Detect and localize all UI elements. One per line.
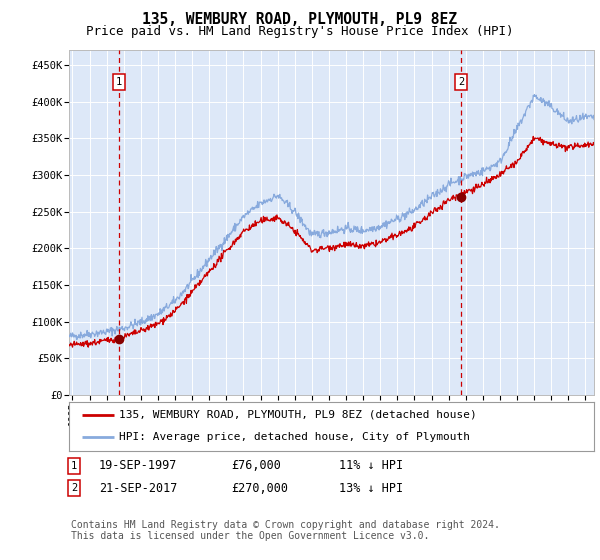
Text: 13% ↓ HPI: 13% ↓ HPI bbox=[339, 482, 403, 495]
Text: 19-SEP-1997: 19-SEP-1997 bbox=[99, 459, 178, 473]
Text: HPI: Average price, detached house, City of Plymouth: HPI: Average price, detached house, City… bbox=[119, 432, 470, 442]
Text: 2: 2 bbox=[458, 77, 464, 87]
Text: £270,000: £270,000 bbox=[231, 482, 288, 495]
Text: 2: 2 bbox=[71, 483, 77, 493]
Text: 21-SEP-2017: 21-SEP-2017 bbox=[99, 482, 178, 495]
Text: Contains HM Land Registry data © Crown copyright and database right 2024.
This d: Contains HM Land Registry data © Crown c… bbox=[71, 520, 500, 542]
Text: 135, WEMBURY ROAD, PLYMOUTH, PL9 8EZ (detached house): 135, WEMBURY ROAD, PLYMOUTH, PL9 8EZ (de… bbox=[119, 410, 476, 420]
Text: Price paid vs. HM Land Registry's House Price Index (HPI): Price paid vs. HM Land Registry's House … bbox=[86, 25, 514, 38]
Text: 11% ↓ HPI: 11% ↓ HPI bbox=[339, 459, 403, 473]
Text: 1: 1 bbox=[71, 461, 77, 471]
Text: 1: 1 bbox=[116, 77, 122, 87]
Text: 135, WEMBURY ROAD, PLYMOUTH, PL9 8EZ: 135, WEMBURY ROAD, PLYMOUTH, PL9 8EZ bbox=[143, 12, 458, 27]
Text: £76,000: £76,000 bbox=[231, 459, 281, 473]
